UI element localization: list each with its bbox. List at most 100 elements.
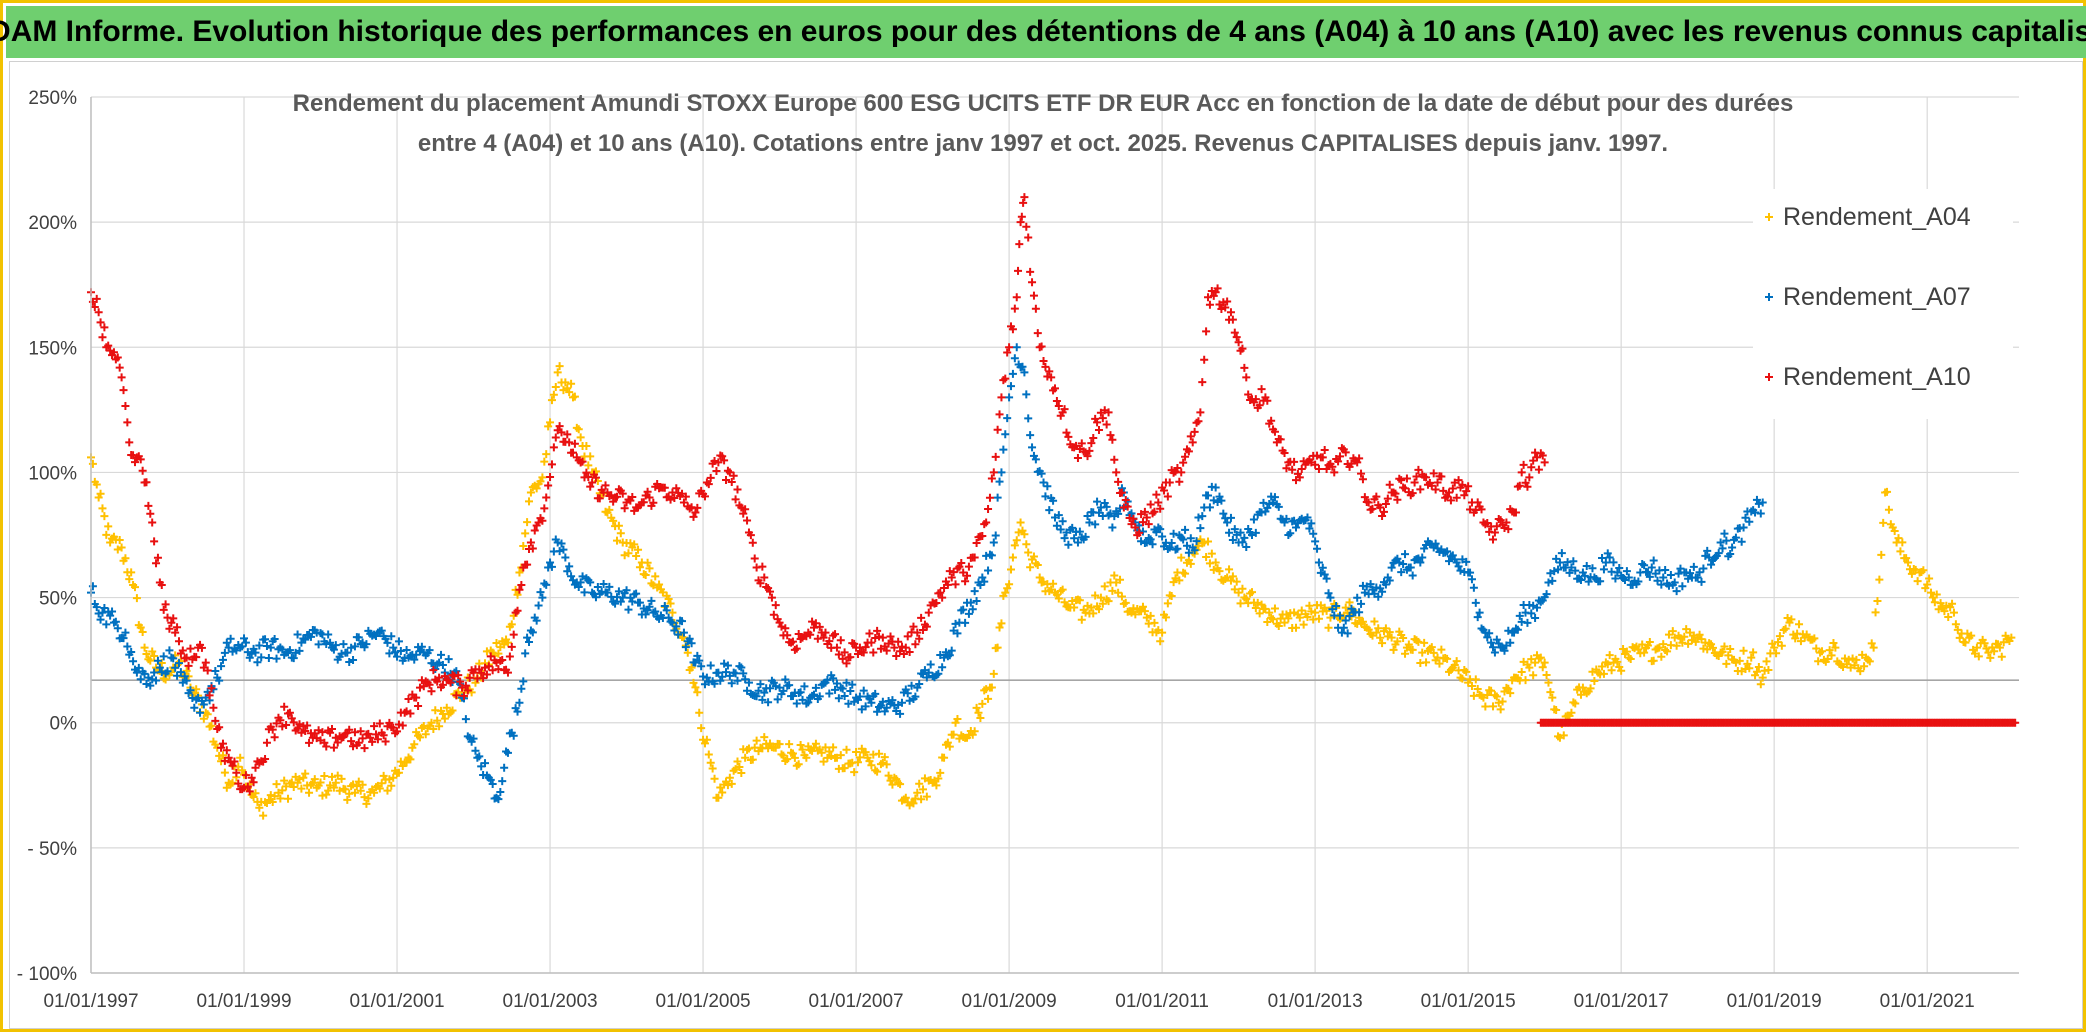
data-point (1142, 613, 1151, 622)
data-point-interp (985, 493, 994, 502)
data-point (561, 553, 570, 562)
data-point-interp (1529, 456, 1538, 465)
data-point (232, 768, 241, 777)
data-point-interp (1617, 666, 1626, 675)
data-point-interp (1148, 540, 1157, 549)
data-point (1142, 513, 1151, 522)
data-point-interp (1228, 535, 1237, 544)
data-point-interp (1381, 500, 1390, 509)
data-point-interp (513, 606, 522, 615)
data-point-interp (1037, 469, 1046, 478)
data-point-interp (1749, 506, 1758, 515)
data-point-interp (1414, 554, 1423, 563)
data-point-interp (1772, 649, 1781, 658)
data-point-interp (846, 687, 855, 696)
data-point-interp (1318, 563, 1327, 572)
data-point-interp (1795, 620, 1804, 629)
data-point-interp (1452, 493, 1461, 502)
data-point-interp (1207, 549, 1216, 558)
data-point-interp (1127, 520, 1136, 529)
legend-marker (1765, 293, 1773, 301)
data-point (1005, 393, 1014, 402)
data-point-interp (1527, 463, 1536, 472)
data-point-interp (1980, 639, 1989, 648)
data-point-interp (1022, 222, 1031, 231)
data-point-interp (848, 680, 857, 689)
data-point-interp (1198, 378, 1207, 387)
data-point-interp (249, 644, 258, 653)
data-point-interp (1374, 592, 1383, 601)
data-point-interp (1796, 637, 1805, 646)
data-point (538, 593, 547, 602)
data-point-interp (173, 623, 182, 632)
data-point-interp (1643, 568, 1652, 577)
data-point-interp (1877, 550, 1886, 559)
data-point-interp (349, 742, 358, 751)
data-point-interp (132, 594, 141, 603)
data-point (1548, 693, 1557, 702)
data-point-interp (1697, 577, 1706, 586)
data-point-interp (811, 683, 820, 692)
data-point-interp (984, 566, 993, 575)
data-point-interp (1265, 499, 1274, 508)
data-point-interp (1024, 233, 1033, 242)
data-point-interp (1848, 654, 1857, 663)
data-point-interp (1401, 484, 1410, 493)
data-point-interp (1117, 488, 1126, 497)
data-point-interp (616, 529, 625, 538)
data-point-interp (1263, 396, 1272, 405)
data-point-interp (718, 452, 727, 461)
data-point-interp (295, 775, 304, 784)
data-point-interp (1387, 563, 1396, 572)
data-point-interp (1500, 646, 1509, 655)
data-point-interp (270, 634, 279, 643)
data-point-interp (899, 650, 908, 659)
data-point-interp (1075, 527, 1084, 536)
data-point-interp (635, 563, 644, 572)
data-point-interp (1058, 517, 1067, 526)
data-point-interp (674, 630, 683, 639)
data-point-interp (1703, 645, 1712, 654)
data-point-interp (773, 695, 782, 704)
data-point (1540, 658, 1549, 667)
data-point-interp (1163, 545, 1172, 554)
y-tick-label: - 100% (17, 964, 77, 985)
data-point-interp (1083, 452, 1092, 461)
data-point-interp (243, 782, 252, 791)
data-point-interp (278, 722, 287, 731)
banner-title: ADAM Informe. Evolution historique des p… (0, 15, 2086, 48)
data-point-interp (1913, 577, 1922, 586)
data-point-interp (825, 689, 834, 698)
data-point-interp (270, 792, 279, 801)
data-point-interp (651, 572, 660, 581)
data-point-interp (1307, 519, 1316, 528)
data-point-interp (1305, 601, 1314, 610)
data-point-interp (578, 457, 587, 466)
data-point-interp (886, 632, 895, 641)
data-point-interp (1138, 602, 1147, 611)
data-point-interp (1666, 571, 1675, 580)
data-point-interp (1368, 504, 1377, 513)
data-point-interp (1024, 414, 1033, 423)
data-point-interp (1181, 569, 1190, 578)
data-point-interp (1408, 645, 1417, 654)
data-point-interp (915, 779, 924, 788)
data-point-interp (404, 694, 413, 703)
data-point-interp (301, 727, 310, 736)
data-point-interp (626, 539, 635, 548)
data-point (500, 763, 509, 772)
data-point-interp (438, 680, 447, 689)
data-point-interp (1586, 573, 1595, 582)
data-point-interp (161, 600, 170, 609)
data-point-interp (1215, 567, 1224, 576)
data-point-interp (1205, 300, 1214, 309)
data-point-interp (243, 648, 252, 657)
data-point-interp (1768, 639, 1777, 648)
data-point-interp (1102, 420, 1111, 429)
data-point-interp (886, 776, 895, 785)
data-point-interp (660, 601, 669, 610)
data-point-interp (624, 549, 633, 558)
data-point-interp (375, 719, 384, 728)
data-point-interp (1752, 667, 1761, 676)
data-point-interp (301, 635, 310, 644)
